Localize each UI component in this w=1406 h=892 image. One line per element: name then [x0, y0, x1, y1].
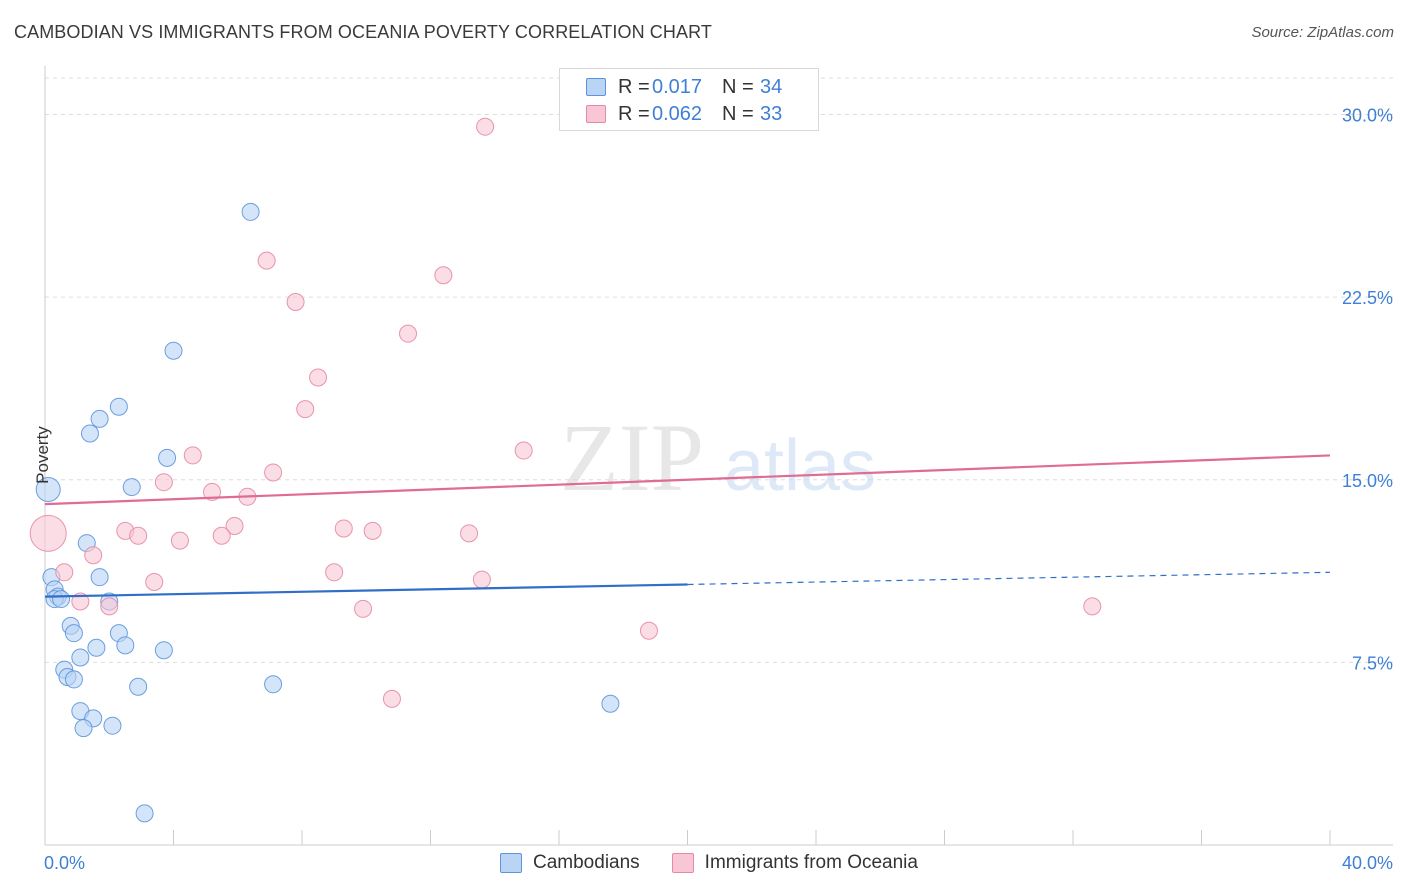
tick-labels: 7.5% 15.0% 22.5% 30.0% 0.0% 40.0%: [44, 106, 1393, 873]
point-oceania: [296, 400, 315, 419]
x-tick-label: 40.0%: [1342, 853, 1393, 873]
point-oceania: [129, 526, 148, 545]
watermark-atlas: atlas: [724, 426, 876, 506]
point-oceania: [225, 517, 244, 536]
point-oceania: [460, 524, 479, 543]
point-oceania: [514, 441, 533, 460]
point-cambodians: [129, 677, 148, 696]
point-oceania: [1083, 597, 1102, 616]
y-tick-label: 7.5%: [1352, 653, 1393, 673]
point-cambodians: [64, 670, 83, 689]
point-cambodians: [103, 716, 122, 735]
point-cambodians: [90, 409, 109, 428]
y-tick-label: 30.0%: [1342, 106, 1393, 126]
point-cambodians: [71, 648, 90, 667]
source-label: Source: ZipAtlas.com: [1251, 24, 1394, 41]
r-value: 0.062: [652, 102, 703, 125]
point-cambodians: [35, 477, 61, 503]
point-cambodians: [90, 568, 109, 587]
point-cambodians: [122, 478, 141, 497]
n-value: 34: [760, 75, 783, 98]
legend-label: Cambodians: [533, 852, 640, 873]
point-oceania: [382, 689, 401, 708]
point-oceania: [309, 368, 328, 387]
axis-layer: [44, 66, 1393, 846]
point-cambodians: [52, 590, 71, 609]
trend-line-oceania: [44, 454, 1331, 506]
point-oceania: [264, 463, 283, 482]
y-axis-label: Poverty: [32, 426, 52, 484]
y-tick-label: 22.5%: [1342, 288, 1393, 308]
point-oceania: [354, 599, 373, 618]
legend-row-cambodians: R = 0.017 N = 34: [586, 75, 782, 99]
r-value: 0.017: [652, 75, 703, 98]
point-cambodians: [135, 804, 154, 823]
point-cambodians: [158, 448, 177, 467]
r-label: R =: [618, 102, 650, 125]
point-cambodians: [64, 624, 83, 643]
point-oceania: [203, 482, 222, 501]
watermark-zip: ZIP: [560, 404, 704, 511]
legend-label: Immigrants from Oceania: [704, 852, 918, 873]
point-oceania: [363, 521, 382, 540]
point-oceania: [286, 293, 305, 312]
x-tick-label: 0.0%: [44, 853, 85, 873]
watermark: ZIP atlas: [560, 404, 876, 511]
point-oceania: [325, 563, 344, 582]
trend-line-cambodians: [44, 583, 688, 598]
point-cambodians: [241, 202, 260, 221]
point-oceania: [472, 570, 491, 589]
y-tick-label: 15.0%: [1342, 471, 1393, 491]
point-oceania: [145, 573, 164, 592]
point-cambodians: [109, 397, 128, 416]
n-label: N =: [722, 75, 754, 98]
series-legend: Cambodians Immigrants from Oceania: [500, 852, 950, 874]
point-cambodians: [264, 675, 283, 694]
point-oceania: [334, 519, 353, 538]
n-label: N =: [722, 102, 754, 125]
legend-row-oceania: R = 0.062 N = 33: [586, 102, 782, 126]
points-layer: [29, 117, 1102, 823]
point-oceania: [100, 597, 119, 616]
legend-swatch-blue: [586, 78, 606, 96]
r-label: R =: [618, 75, 650, 98]
legend-item-cambodians[interactable]: Cambodians: [500, 852, 640, 874]
point-oceania: [434, 266, 453, 285]
point-oceania: [476, 117, 495, 136]
point-cambodians: [87, 638, 106, 657]
point-cambodians: [116, 636, 135, 655]
trend-layer: [44, 454, 1331, 598]
point-oceania: [639, 621, 658, 640]
chart-title: CAMBODIAN VS IMMIGRANTS FROM OCEANIA POV…: [14, 22, 712, 42]
trend-line-cambodians-extension: [687, 571, 1331, 586]
correlation-legend: R = 0.017 N = 34 R = 0.062 N = 33: [559, 68, 819, 131]
point-cambodians: [164, 341, 183, 360]
point-oceania: [257, 251, 276, 270]
point-cambodians: [80, 424, 99, 443]
point-cambodians: [74, 719, 93, 738]
legend-swatch-blue: [500, 853, 522, 873]
legend-swatch-pink: [586, 105, 606, 123]
n-value: 33: [760, 102, 783, 125]
grid-layer: [45, 77, 1393, 663]
point-cambodians: [601, 694, 620, 713]
point-cambodians: [154, 641, 173, 660]
legend-item-oceania[interactable]: Immigrants from Oceania: [671, 852, 918, 874]
point-oceania: [183, 446, 202, 465]
point-oceania: [170, 531, 189, 550]
point-oceania: [71, 592, 90, 611]
point-oceania: [84, 546, 103, 565]
point-oceania: [212, 526, 231, 545]
point-oceania: [399, 324, 418, 343]
point-oceania: [154, 473, 173, 492]
point-oceania: [29, 514, 67, 552]
legend-swatch-pink: [671, 853, 694, 873]
point-oceania: [55, 563, 74, 582]
